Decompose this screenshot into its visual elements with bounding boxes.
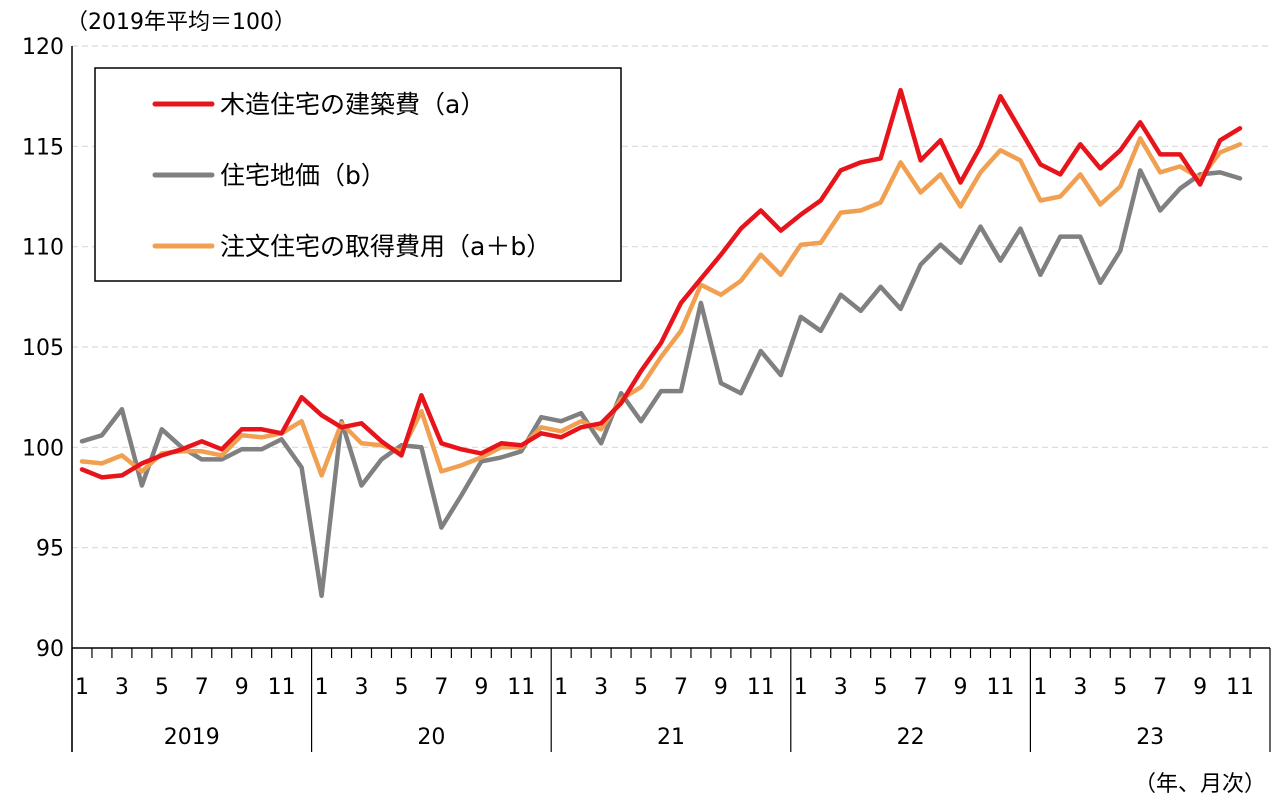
month-tick-label: 1 — [315, 675, 329, 700]
month-tick-label: 1 — [1033, 675, 1047, 700]
y-tick-label: 100 — [22, 436, 64, 461]
series-line-1 — [79, 168, 1243, 599]
month-tick-label: 11 — [1226, 675, 1254, 700]
month-tick-label: 11 — [507, 675, 535, 700]
month-tick-label: 1 — [75, 675, 89, 700]
month-tick-label: 5 — [155, 675, 169, 700]
legend-label-0: 木造住宅の建築費（a） — [220, 90, 485, 119]
month-tick-label: 5 — [874, 675, 888, 700]
y-tick-label: 95 — [36, 537, 64, 562]
month-tick-label: 9 — [954, 675, 968, 700]
y-tick-label: 90 — [36, 637, 64, 662]
legend-label-2: 注文住宅の取得費用（a＋b） — [220, 232, 551, 261]
month-tick-label: 3 — [115, 675, 129, 700]
month-tick-label: 7 — [914, 675, 928, 700]
legend: 木造住宅の建築費（a） 住宅地価（b） 注文住宅の取得費用（a＋b） — [94, 67, 622, 282]
month-tick-label: 5 — [1113, 675, 1127, 700]
month-tick-label: 5 — [394, 675, 408, 700]
year-label: 20 — [417, 725, 445, 750]
month-tick-label: 1 — [554, 675, 568, 700]
legend-label-1: 住宅地価（b） — [220, 161, 386, 190]
year-label: 22 — [897, 725, 925, 750]
month-tick-label: 7 — [1153, 675, 1167, 700]
month-tick-label: 11 — [268, 675, 296, 700]
month-tick-label: 3 — [355, 675, 369, 700]
y-tick-label: 115 — [22, 135, 64, 160]
month-tick-label: 1 — [794, 675, 808, 700]
month-tick-label: 9 — [714, 675, 728, 700]
y-tick-label: 105 — [22, 336, 64, 361]
month-tick-label: 7 — [674, 675, 688, 700]
month-tick-label: 3 — [1073, 675, 1087, 700]
month-tick-label: 9 — [1193, 675, 1207, 700]
month-tick-label: 3 — [594, 675, 608, 700]
month-tick-label: 5 — [634, 675, 648, 700]
month-tick-label: 11 — [986, 675, 1014, 700]
y-tick-label: 110 — [22, 236, 64, 261]
month-tick-label: 7 — [434, 675, 448, 700]
y-tick-label: 120 — [22, 35, 64, 60]
y-axis-unit-label: （2019年平均＝100） — [66, 10, 296, 35]
month-tick-label: 9 — [474, 675, 488, 700]
series-line-0 — [79, 87, 1243, 480]
series-line-2 — [79, 136, 1243, 478]
x-axis-unit-label: （年、月次） — [1133, 772, 1266, 797]
month-tick-label: 11 — [747, 675, 775, 700]
year-label: 21 — [657, 725, 685, 750]
year-label: 2019 — [164, 725, 220, 750]
series-layer — [79, 87, 1243, 599]
month-tick-label: 9 — [235, 675, 249, 700]
month-tick-label: 7 — [195, 675, 209, 700]
year-label: 23 — [1136, 725, 1164, 750]
month-tick-label: 3 — [834, 675, 848, 700]
